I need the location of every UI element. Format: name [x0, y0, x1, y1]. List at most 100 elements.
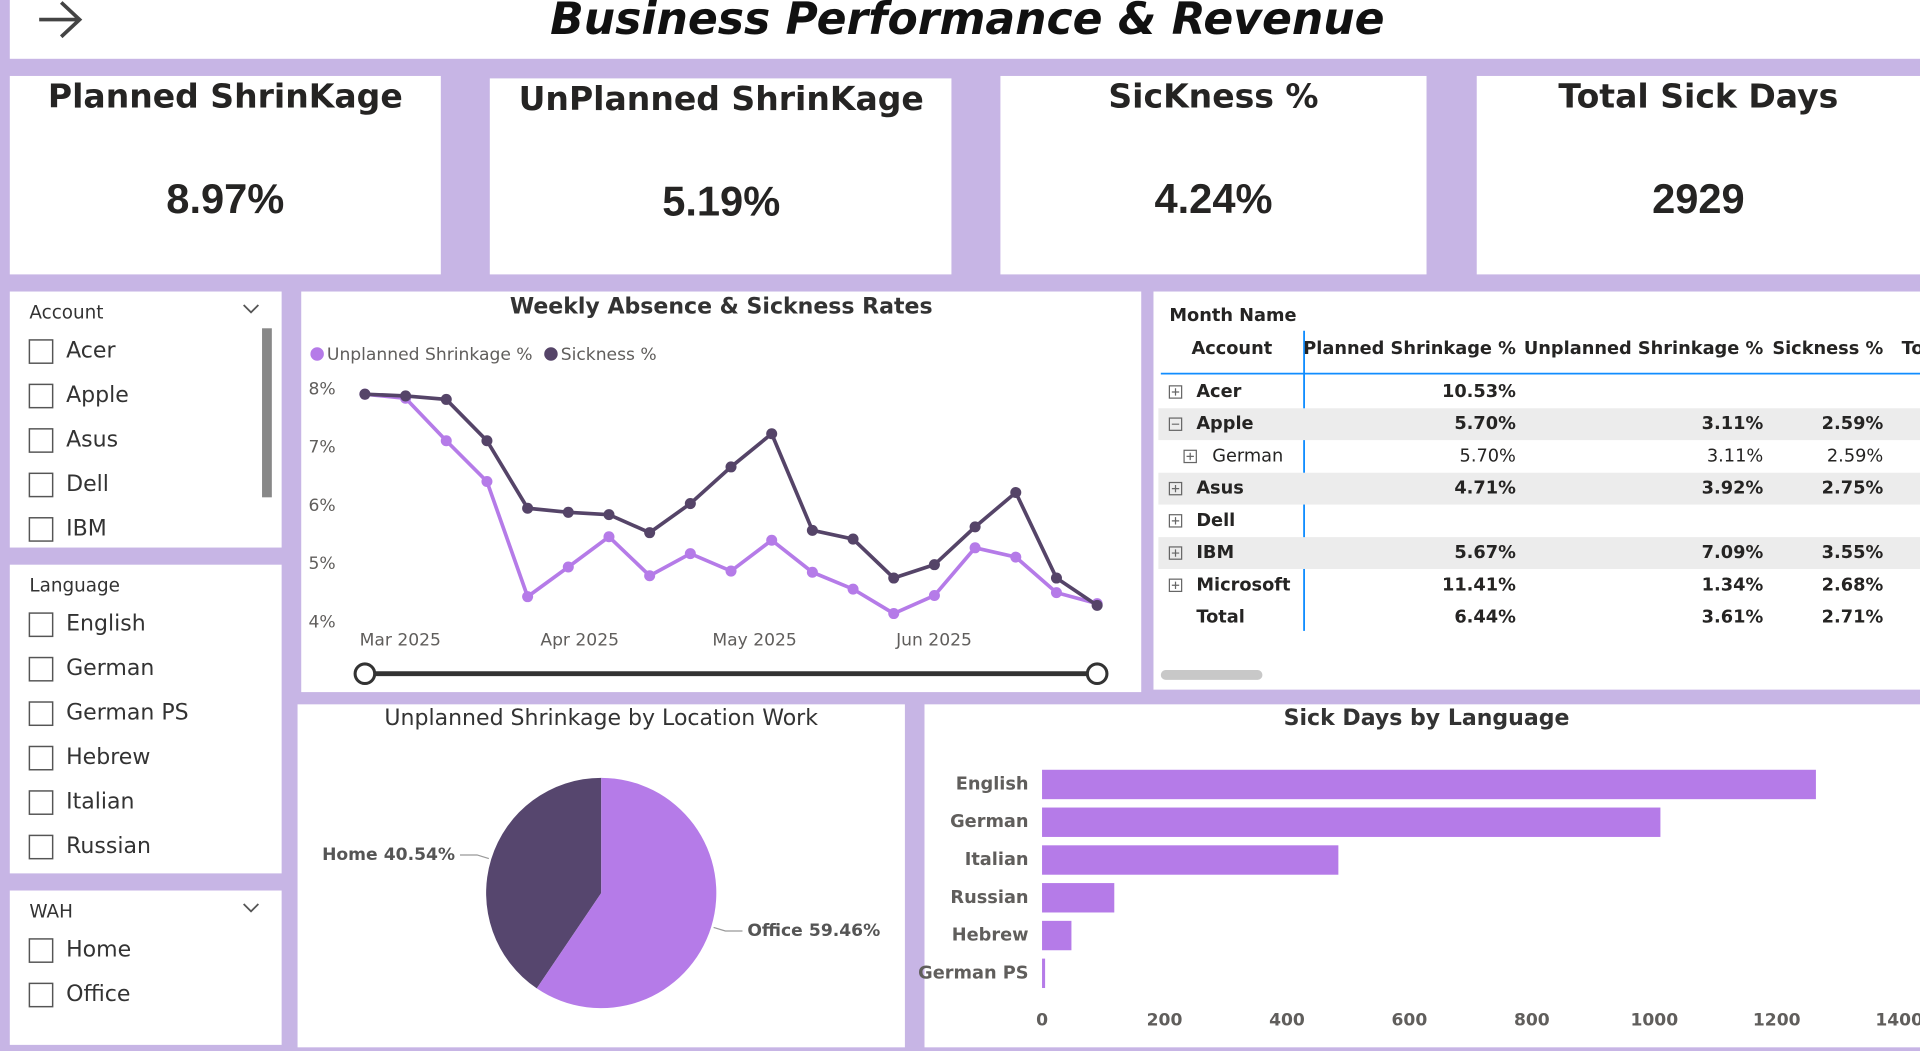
- line-point: [847, 533, 859, 545]
- x-tick-label: 600: [1392, 1010, 1428, 1030]
- kpi-card: [489, 78, 952, 275]
- slicer-item[interactable]: Hebrew: [66, 745, 150, 770]
- table-cell: 5.67%: [1454, 543, 1516, 563]
- expand-icon[interactable]: [1168, 481, 1183, 496]
- kpi-label: SicKness %: [1108, 76, 1318, 115]
- checkbox[interactable]: [28, 834, 54, 860]
- checkbox[interactable]: [28, 701, 54, 727]
- table-cell: 3.61%: [1702, 607, 1764, 627]
- table-cell: 2.59%: [1822, 414, 1884, 434]
- expand-icon[interactable]: [1168, 578, 1183, 593]
- slicer-item[interactable]: German PS: [66, 701, 188, 726]
- line-point: [928, 589, 940, 602]
- slicer-item[interactable]: German: [66, 656, 154, 681]
- table-corner: Month Name: [1169, 306, 1296, 326]
- header-bar: [9, 0, 1920, 59]
- slicer-item[interactable]: Acer: [66, 339, 116, 364]
- table-cell: 2.75%: [1822, 479, 1884, 499]
- table-cell: 6.44%: [1454, 607, 1516, 627]
- table-scrollbar[interactable]: [1160, 670, 1263, 680]
- kpi-label: UnPlanned ShrinKage: [519, 79, 924, 118]
- line-panel: [301, 291, 1142, 693]
- slicer-title: Language: [29, 576, 120, 597]
- x-tick-label: 1400: [1875, 1010, 1920, 1030]
- bar-panel: [924, 704, 1920, 1048]
- slicer-item[interactable]: Italian: [66, 790, 134, 815]
- expand-icon[interactable]: [1168, 546, 1183, 560]
- line-point: [1010, 487, 1022, 499]
- checkbox[interactable]: [28, 472, 54, 498]
- table-cell: 3.92%: [1702, 479, 1764, 499]
- line-point: [725, 565, 737, 577]
- kpi-card: [1476, 75, 1920, 275]
- line-point: [766, 534, 778, 546]
- checkbox[interactable]: [28, 612, 54, 638]
- pie-label: Office 59.46%: [747, 921, 880, 941]
- table-cell: 3.11%: [1702, 414, 1764, 434]
- x-tick-label: May 2025: [712, 631, 796, 651]
- table-cell: 4.71%: [1454, 479, 1516, 499]
- slicer-item[interactable]: Russian: [66, 834, 151, 859]
- bar: [1042, 883, 1115, 913]
- line-point: [1050, 572, 1062, 584]
- slicer-item[interactable]: Office: [66, 982, 130, 1007]
- leader-line: [713, 926, 743, 932]
- line-point: [1091, 599, 1103, 611]
- slicer-item[interactable]: Asus: [66, 427, 118, 452]
- slicer-item[interactable]: English: [66, 612, 146, 637]
- legend-marker: [544, 347, 558, 361]
- kpi-value: 8.97%: [166, 175, 284, 222]
- checkbox[interactable]: [28, 517, 54, 542]
- line-point: [440, 393, 452, 405]
- line-point: [603, 509, 615, 521]
- table-cell: Asus: [1196, 479, 1244, 499]
- checkbox[interactable]: [28, 656, 54, 682]
- table-cell: Apple: [1196, 414, 1253, 434]
- slicer-item[interactable]: IBM: [66, 516, 107, 541]
- kpi-label: Total Sick Days: [1558, 76, 1838, 115]
- slicer-panel: [9, 564, 282, 874]
- checkbox[interactable]: [28, 745, 54, 771]
- table-cell: IBM: [1196, 543, 1234, 563]
- slider-handle[interactable]: [1085, 662, 1109, 686]
- slicer-chevron[interactable]: [243, 304, 260, 314]
- bar: [1042, 845, 1339, 875]
- scrollbar[interactable]: [262, 328, 272, 498]
- kpi-label: Planned ShrinKage: [48, 76, 403, 115]
- column-header: Account: [1191, 339, 1272, 359]
- back-arrow[interactable]: [39, 1, 83, 39]
- pie-label: Home 40.54%: [322, 845, 455, 865]
- column-header: Sickness %: [1772, 339, 1883, 359]
- y-tick-label: 8%: [308, 380, 335, 400]
- chart-title: Unplanned Shrinkage by Location Work: [384, 706, 818, 731]
- column-header: Unplanned Shrinkage %: [1524, 339, 1764, 359]
- slicer-item[interactable]: Dell: [66, 472, 109, 497]
- table-cell: 2.59%: [1827, 446, 1883, 466]
- x-tick-label: 1200: [1753, 1010, 1801, 1030]
- slicer-panel: [9, 291, 282, 548]
- slicer-chevron[interactable]: [243, 903, 260, 913]
- x-tick-label: Jun 2025: [895, 631, 972, 651]
- pie-label-value: 59.46%: [809, 921, 880, 941]
- x-tick-label: 800: [1514, 1010, 1550, 1030]
- checkbox[interactable]: [28, 790, 54, 815]
- bar: [1042, 958, 1046, 989]
- slicer-item[interactable]: Home: [66, 938, 131, 963]
- legend-label: Unplanned Shrinkage %: [327, 345, 533, 365]
- checkbox[interactable]: [28, 982, 54, 1008]
- checkbox[interactable]: [28, 938, 54, 963]
- expand-icon[interactable]: [1183, 449, 1197, 464]
- line-point: [1010, 551, 1022, 563]
- expand-icon[interactable]: [1168, 417, 1183, 431]
- checkbox[interactable]: [28, 339, 54, 364]
- line-point: [888, 572, 900, 584]
- checkbox[interactable]: [28, 428, 54, 453]
- expand-icon[interactable]: [1168, 385, 1183, 399]
- slider-handle[interactable]: [353, 662, 377, 686]
- checkbox[interactable]: [28, 383, 54, 409]
- slicer-item[interactable]: Apple: [66, 383, 129, 408]
- expand-icon[interactable]: [1168, 514, 1183, 528]
- line-point: [400, 390, 412, 402]
- slicer-title: WAH: [29, 902, 73, 923]
